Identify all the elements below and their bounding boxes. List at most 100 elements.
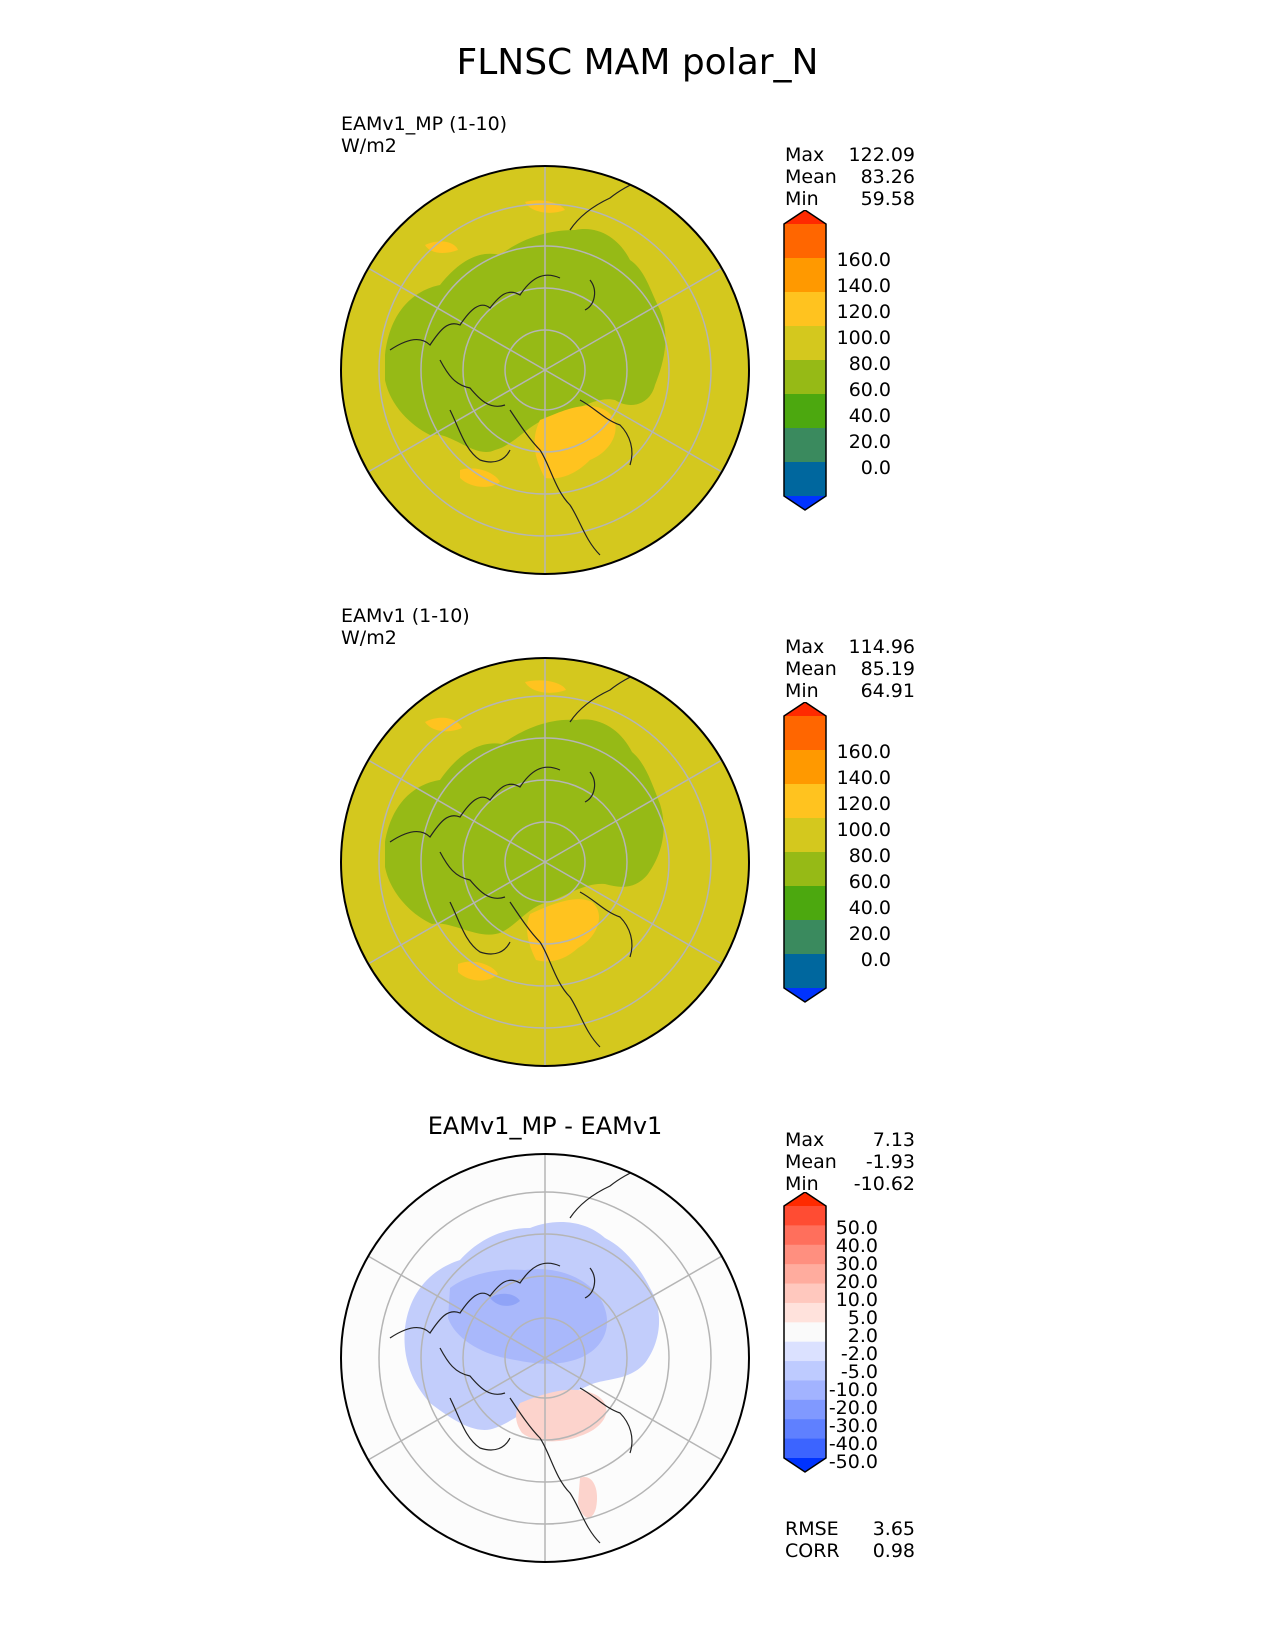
colorbar-segments [784,702,826,1002]
colorbar-tick-label: -10.0 [828,1379,878,1401]
colorbar-segment [784,1206,826,1226]
colorbar-tick-label: 20.0 [848,431,891,453]
colorbar-extend-min [784,988,826,1002]
colorbar-tick-label: 100.0 [836,327,891,349]
stat-value: 64.91 [860,680,915,702]
colorbar-segment [784,394,826,429]
colorbar-tick-label: 160.0 [836,741,891,763]
colorbar-tick-label: 100.0 [836,819,891,841]
metric-value: 3.65 [872,1518,915,1540]
map-positive-region [578,1477,598,1518]
map-graticule [367,1154,723,1562]
panel2-units: W/m2 [341,627,397,649]
map-negative-core [490,1293,520,1306]
colorbar-tick-label: 40.0 [848,405,891,427]
colorbar-segment [784,1283,826,1304]
colorbar-tick-label: 80.0 [848,353,891,375]
colorbar-tick-label: 120.0 [836,301,891,323]
colorbar-tick-label: -40.0 [828,1433,878,1455]
panel2-colorbar [783,702,827,1003]
stat-value: 85.19 [860,658,915,680]
panel2-title: EAMv1 (1-10) [341,605,470,627]
colorbar-segment [784,818,826,853]
colorbar-tick-label: -2.0 [840,1343,878,1365]
colorbar-tick-label: 0.0 [860,457,891,479]
colorbar-tick-label: 20.0 [848,923,891,945]
colorbar-tick-label: 60.0 [848,379,891,401]
colorbar-segment [784,852,826,887]
colorbar-segment [784,716,826,751]
map-boundary [340,165,750,575]
colorbar-extend-max [784,210,826,224]
colorbar-tick-label: 5.0 [847,1307,878,1329]
stat-label: Mean [785,1151,837,1173]
colorbar-segment [784,224,826,259]
colorbar-tick-label: 140.0 [836,275,891,297]
colorbar-tick-label: -5.0 [840,1361,878,1383]
colorbar-outline [783,210,827,511]
colorbar-segment [784,1341,826,1362]
colorbar-tick-label: 120.0 [836,793,891,815]
colorbar-segment [784,1322,826,1343]
map-positive-region [516,1389,607,1442]
colorbar-extend-min [784,1458,826,1472]
panel1-units: W/m2 [341,135,397,157]
panel1-stats: Max 122.09 Mean 83.26 Min 59.58 [785,144,915,210]
colorbar-segment [784,1399,826,1420]
map-warm-region [460,468,500,487]
stat-value: 59.58 [860,188,915,210]
colorbar-segment [784,1302,826,1323]
stat-value: 122.09 [848,144,915,166]
map-negative-region [448,1269,608,1364]
panel3-colorbar [783,1192,827,1473]
colorbar-extend-max [784,702,826,716]
map-warm-region [458,961,498,981]
colorbar-segments [784,210,826,510]
map-warm-region [425,717,462,732]
map-boundary [340,1153,750,1563]
colorbar-segment [784,920,826,955]
colorbar-segment [784,428,826,463]
colorbar-tick-label: 40.0 [848,897,891,919]
panel3-stats: Max 7.13 Mean -1.93 Min -10.62 [785,1129,915,1195]
panel2-stats: Max 114.96 Mean 85.19 Min 64.91 [785,636,915,702]
stat-value: 83.26 [860,166,915,188]
stat-label: Min [785,188,819,210]
colorbar-segment [784,360,826,395]
figure-title: FLNSC MAM polar_N [456,42,819,83]
panel1-polar-map [340,165,750,575]
colorbar-extend-min [784,496,826,510]
stat-label: Max [785,144,825,166]
colorbar-tick-label: 50.0 [835,1217,878,1239]
colorbar-segment [784,750,826,785]
map-graticule [367,658,723,1066]
colorbar-segments [784,1192,826,1472]
metric-label: CORR [785,1540,840,1562]
colorbar-tick-label: -20.0 [828,1397,878,1419]
panel3-metrics: RMSE 3.65 CORR 0.98 [785,1518,915,1562]
panel1-colorbar [783,210,827,511]
panel1-title: EAMv1_MP (1-10) [341,113,508,135]
colorbar-segment [784,1264,826,1285]
colorbar-segment [784,1419,826,1440]
colorbar-extend-max [784,1192,826,1206]
metric-label: RMSE [785,1518,839,1540]
colorbar-segment [784,292,826,327]
colorbar-segment [784,784,826,819]
colorbar-tick-label: 80.0 [848,845,891,867]
colorbar-segment [784,1361,826,1381]
colorbar-segment [784,462,826,497]
stat-value: -1.93 [865,1151,915,1173]
colorbar-tick-label: 30.0 [835,1253,878,1275]
map-boundary [340,657,750,1067]
map-warm-region [425,241,458,253]
colorbar-segment [784,954,826,989]
colorbar-tick-label: 20.0 [835,1271,878,1293]
colorbar-segment [784,326,826,361]
stat-label: Mean [785,658,837,680]
colorbar-tick-label: 60.0 [848,871,891,893]
colorbar-outline [783,1192,827,1473]
colorbar-segment [784,258,826,293]
panel3-title: EAMv1_MP - EAMv1 [427,1112,663,1140]
stat-label: Max [785,636,825,658]
